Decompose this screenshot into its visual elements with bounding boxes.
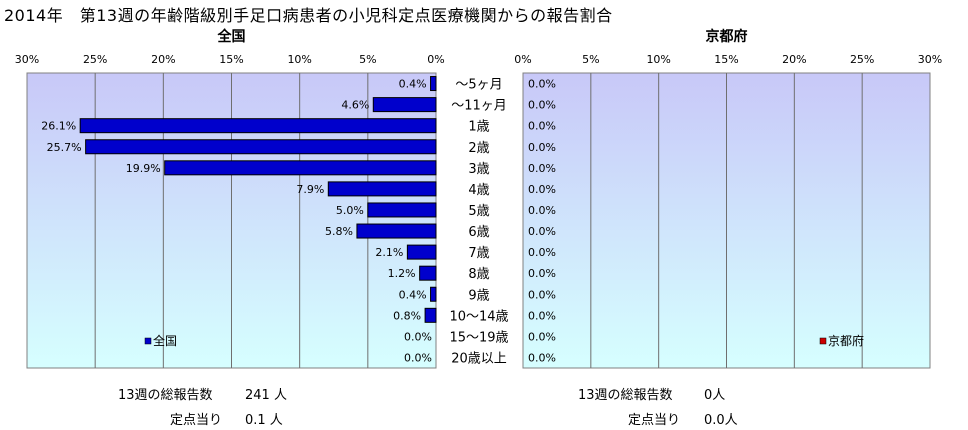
left-data-label: 0.8% — [393, 309, 421, 322]
left-data-label: 19.9% — [126, 162, 161, 175]
category-label: 6歳 — [468, 225, 489, 240]
right-tick-label: 25% — [850, 53, 874, 66]
left-data-label: 1.2% — [388, 267, 416, 280]
left-tick-label: 30% — [15, 53, 39, 66]
left-bar — [327, 181, 437, 197]
category-label: 9歳 — [468, 288, 489, 303]
right-data-label: 0.0% — [528, 330, 556, 343]
category-label: 15～19歳 — [449, 330, 508, 345]
right-tick-label: 5% — [582, 53, 599, 66]
right-legend-swatch — [819, 337, 827, 345]
left-data-label: 5.0% — [336, 204, 364, 217]
right-chart-panel: 京都府 0% 5% 10% 15% 20% 25% 30% 0.0% 0.0% 0.0% 0.0% 0.… — [514, 28, 942, 369]
right-data-label: 0.0% — [528, 204, 556, 217]
left-tick-label: 10% — [287, 53, 311, 66]
left-bar — [79, 118, 437, 134]
left-bar — [85, 139, 437, 155]
right-data-label: 0.0% — [528, 120, 556, 133]
left-data-label: 26.1% — [41, 120, 76, 133]
category-label: 8歳 — [468, 267, 489, 282]
category-label: ～5ヶ月 — [455, 78, 502, 93]
right-tick-label: 0% — [514, 53, 531, 66]
left-bar — [356, 223, 437, 239]
right-data-label: 0.0% — [528, 288, 556, 301]
left-data-label: 0.4% — [399, 288, 427, 301]
left-tick-label: 0% — [427, 53, 444, 66]
right-data-label: 0.0% — [528, 267, 556, 280]
right-panel-title: 京都府 — [706, 28, 748, 45]
right-tick-label: 10% — [646, 53, 670, 66]
left-data-label: 0.0% — [404, 351, 432, 364]
left-data-label: 7.9% — [296, 183, 324, 196]
right-data-label: 0.0% — [528, 351, 556, 364]
right-per-value: 0.0人 — [704, 413, 738, 428]
left-tick-label: 15% — [219, 53, 243, 66]
category-label: 7歳 — [468, 246, 489, 261]
left-data-label: 5.8% — [325, 225, 353, 238]
right-data-label: 0.0% — [528, 246, 556, 259]
right-per-label: 定点当り — [628, 413, 681, 428]
left-total-label: 13週の総報告数 — [118, 388, 213, 403]
left-bar — [430, 76, 437, 92]
left-per-value: 0.1 人 — [245, 413, 283, 428]
right-total-value: 0人 — [704, 388, 726, 403]
right-tick-label: 15% — [714, 53, 738, 66]
left-bar — [424, 307, 437, 323]
category-label: 10～14歳 — [449, 309, 508, 324]
left-legend-swatch — [144, 337, 152, 345]
figure-title: 2014年 第13週の年齢階級別手足口病患者の小児科定点医療機関からの報告割合 — [4, 6, 613, 25]
right-legend-label: 京都府 — [828, 333, 864, 348]
category-label: 5歳 — [468, 204, 489, 219]
category-label: 3歳 — [468, 162, 489, 177]
right-tick-label: 30% — [918, 53, 942, 66]
right-data-label: 0.0% — [528, 162, 556, 175]
left-bar — [372, 97, 437, 113]
category-labels: ～5ヶ月 ～11ヶ月 1歳 2歳 3歳 4歳 5歳 6歳 7歳 8歳 9歳 10～14歳 15～19歳 2… — [449, 78, 508, 367]
left-tick-label: 20% — [151, 53, 175, 66]
left-bar — [367, 202, 437, 218]
right-data-label: 0.0% — [528, 99, 556, 112]
left-data-label: 2.1% — [375, 246, 403, 259]
left-data-label: 0.4% — [399, 78, 427, 91]
right-data-label: 0.0% — [528, 183, 556, 196]
left-bar — [419, 265, 437, 281]
right-data-label: 0.0% — [528, 141, 556, 154]
left-per-label: 定点当り — [170, 413, 223, 428]
category-label: 1歳 — [468, 120, 489, 135]
left-panel-title: 全国 — [217, 28, 246, 45]
left-total-value: 241 人 — [245, 388, 287, 403]
left-tick-label: 25% — [83, 53, 107, 66]
right-total-label: 13週の総報告数 — [578, 388, 673, 403]
left-bar — [406, 244, 437, 260]
left-bar — [164, 160, 437, 176]
left-legend-label: 全国 — [153, 333, 177, 348]
left-bar — [430, 286, 437, 302]
right-data-label: 0.0% — [528, 225, 556, 238]
category-label: ～11ヶ月 — [451, 99, 507, 114]
left-data-label: 25.7% — [47, 141, 82, 154]
left-tick-label: 5% — [359, 53, 376, 66]
left-data-label: 0.0% — [404, 330, 432, 343]
category-label: 4歳 — [468, 183, 489, 198]
category-label: 2歳 — [468, 141, 489, 156]
category-label: 20歳以上 — [451, 351, 507, 366]
right-data-label: 0.0% — [528, 309, 556, 322]
right-tick-label: 20% — [782, 53, 806, 66]
left-data-label: 4.6% — [341, 99, 369, 112]
right-data-label: 0.0% — [528, 78, 556, 91]
